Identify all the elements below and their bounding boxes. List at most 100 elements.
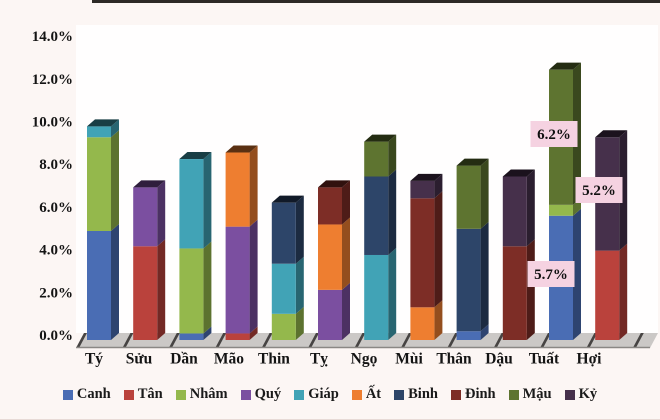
bar-ty — [87, 119, 119, 340]
bar-thin-segment-giap — [271, 263, 296, 314]
bar-thin-giap-side — [295, 256, 304, 314]
y-axis-label-14: 14.0% — [32, 29, 73, 45]
floor-tick-mark — [493, 333, 505, 348]
legend-item-tan: Tân — [123, 386, 163, 403]
legend-item-quy: Quý — [240, 386, 281, 403]
y-axis-label-10: 10.0% — [32, 115, 73, 131]
bar-ti-dinh-side — [342, 180, 350, 225]
legend-item-giap: Giáp — [294, 386, 339, 403]
legend-label-nham: Nhâm — [189, 386, 228, 402]
floor-tick-mark — [447, 333, 459, 348]
data-label-box — [575, 177, 623, 203]
bar-ti-at-side — [342, 217, 350, 290]
legend-item-nham: Nhâm — [175, 386, 228, 403]
bar-ty-canh-side — [111, 224, 119, 340]
bar-thin-nham-side — [295, 306, 304, 340]
bar-suu-quy-side — [157, 180, 166, 247]
bar-dan-giap-side — [203, 152, 212, 249]
bar-mui — [410, 173, 443, 340]
bar-than-binh-side — [480, 221, 489, 332]
bar-ngo — [364, 134, 397, 340]
bar-ty-giap-side — [111, 119, 119, 138]
bar-ty-segment-canh — [87, 231, 111, 340]
top-border-strip — [92, 0, 660, 3]
bar-mao-top-face — [225, 145, 258, 153]
legend-swatch-at — [351, 389, 362, 400]
bar-mao-segment-at — [225, 152, 250, 227]
data-label-tuat-mau: 6.2% — [530, 121, 578, 147]
bar-mui-segment-at — [410, 307, 435, 340]
data-label-box — [527, 261, 575, 287]
x-axis-label-suu: Sửu — [126, 351, 153, 368]
bar-mui-top-face — [410, 173, 443, 181]
data-label-box — [530, 121, 578, 147]
x-axis-label-ti: Tỵ — [310, 351, 328, 368]
legend-swatch-canh — [62, 389, 73, 400]
bar-than — [456, 158, 489, 340]
bar-ti — [318, 180, 350, 340]
legend-item-ky: Kỷ — [564, 386, 598, 403]
bar-than-canh-side — [480, 324, 489, 340]
legend-swatch-quy — [240, 389, 251, 400]
bar-hoi-tan-side — [619, 243, 628, 340]
x-axis-label-dan: Dần — [170, 351, 198, 368]
x-axis-label-than: Thân — [436, 351, 472, 368]
legend-swatch-dinh — [450, 389, 461, 400]
bar-ngo-segment-mau — [364, 141, 389, 177]
data-label-hoi-ky: 5.2% — [575, 177, 623, 203]
legend-label-giap: Giáp — [308, 386, 339, 402]
y-axis-label-2: 2.0% — [39, 285, 73, 301]
legend-label-canh: Canh — [76, 386, 111, 402]
bar-mui-segment-dinh — [410, 198, 435, 308]
bar-mao-at-side — [249, 145, 258, 227]
legend-label-binh: Binh — [408, 386, 438, 402]
bar-hoi-top-face — [595, 130, 628, 138]
bar-mui-at-side — [434, 300, 443, 340]
bar-thin-binh-side — [295, 195, 304, 264]
bar-hoi — [595, 130, 628, 340]
bar-tuat-canh-side — [573, 208, 581, 340]
floor-tick-mark — [586, 333, 598, 348]
bar-ngo-top-face — [364, 134, 397, 142]
legend-label-mau: Mậu — [522, 386, 552, 402]
bar-than-top-face — [456, 158, 489, 166]
legend-item-binh: Binh — [394, 386, 438, 403]
bar-ti-quy-side — [342, 282, 350, 340]
bar-suu-tan-side — [157, 239, 166, 340]
data-label-text: 5.7% — [534, 267, 568, 283]
bar-ti-top-face — [318, 180, 350, 188]
floor-tick-mark — [76, 333, 87, 348]
legend-swatch-giap — [294, 389, 305, 400]
data-label-text: 6.2% — [537, 127, 571, 143]
x-axis-label-ty: Tý — [85, 351, 103, 368]
floor-tick-mark — [354, 333, 366, 348]
bar-dau-segment-dinh — [502, 246, 527, 340]
bar-dan-segment-giap — [179, 159, 204, 249]
legend-swatch-tan — [123, 389, 134, 400]
legend-swatch-ky — [564, 389, 575, 400]
bar-suu — [133, 180, 166, 340]
bar-thin-top-face — [271, 195, 304, 203]
legend-item-at: Ất — [351, 386, 382, 403]
legend-item-mau: Mậu — [508, 386, 552, 403]
y-axis-label-8: 8.0% — [39, 157, 73, 173]
bar-ty-segment-nham — [87, 137, 111, 231]
bar-hoi-segment-tan — [595, 250, 620, 340]
bar-dau-segment-ky — [502, 176, 527, 247]
bar-mao-tan-side — [249, 326, 258, 340]
bar-ty-top-face — [87, 119, 119, 127]
bar-ngo-giap-side — [388, 247, 397, 340]
legend-label-ky: Kỷ — [578, 386, 598, 402]
bar-tuat-segment-nham — [549, 204, 573, 216]
legend-item-canh: Canh — [62, 386, 111, 403]
y-axis-label-12: 12.0% — [32, 72, 73, 88]
y-axis-label-0: 0.0% — [39, 328, 73, 344]
bar-tuat-top-face — [549, 62, 581, 70]
bar-ty-segment-giap — [87, 126, 111, 138]
legend-label-at: Ất — [365, 386, 382, 402]
legend-swatch-nham — [175, 389, 186, 400]
x-axis-label-ngo: Ngọ — [351, 351, 378, 368]
bar-thin — [271, 195, 304, 340]
